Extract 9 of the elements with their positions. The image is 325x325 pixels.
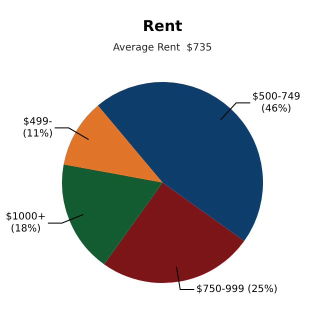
slice-label: $500-749 [252, 91, 300, 102]
data-label: (46%) [261, 103, 292, 114]
slice-label: $750-999 (25%) [196, 284, 278, 296]
chart-subtitle: Average Rent $735 [113, 42, 212, 54]
data-label: (18%) [10, 224, 41, 235]
data-label: (11%) [22, 128, 53, 140]
slice-label: $1000+ [6, 212, 46, 223]
slice-label: $499- [23, 116, 53, 128]
chart-title: Rent [142, 16, 182, 35]
